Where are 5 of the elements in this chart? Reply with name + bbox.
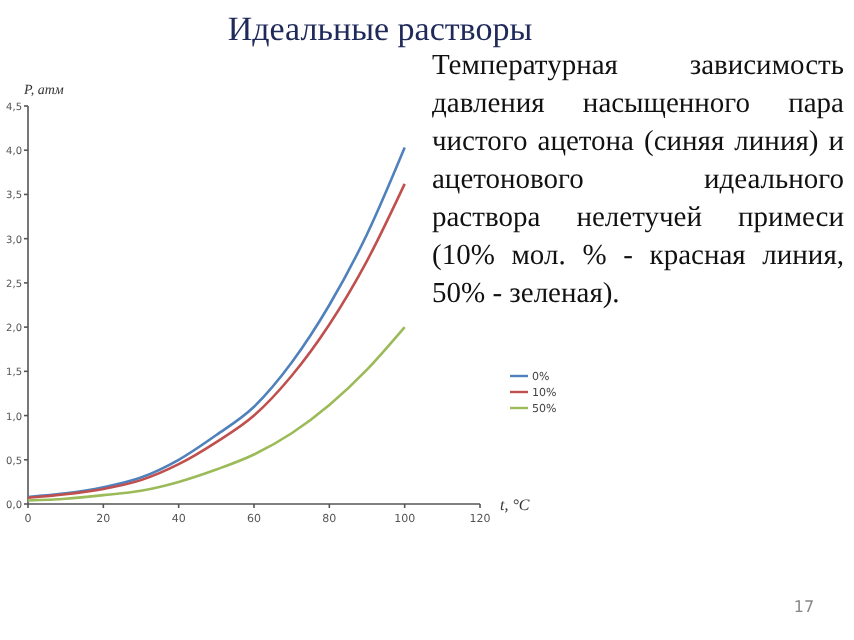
x-axis-title: t, °C xyxy=(500,496,531,514)
text: 17 xyxy=(793,598,815,616)
line-series xyxy=(26,325,406,502)
annotation: Температурная зависимость давления насыщенного пара чистого ацетона (синяя линия) и ацетонового идеального раствора нелетучей примеси (10% мол. % - красная линия, 50% - зеленая). xyxy=(432,48,844,314)
chart-title: Идеальные растворы xyxy=(227,10,534,48)
